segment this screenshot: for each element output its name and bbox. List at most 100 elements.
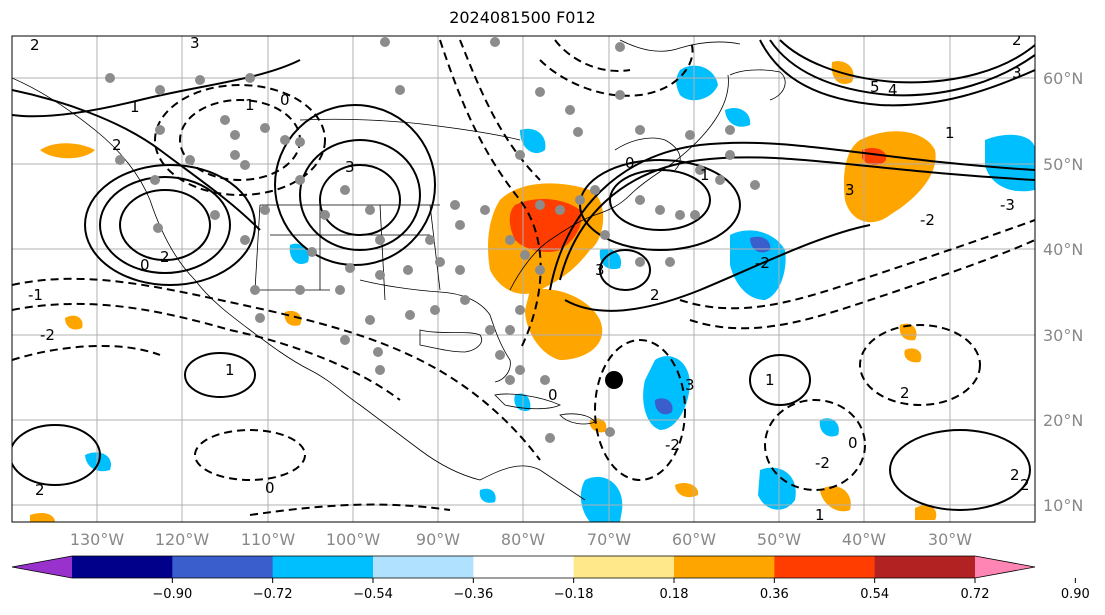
dashed-tropical-3 (859, 324, 981, 406)
colorbar-extend-high (975, 556, 1035, 578)
contour-north-2 (769, 39, 1035, 97)
contour-label-group: 2 3 1 2 0 1 2 3 -1 -2 0 1 2 3 0 1 2 -2 3… (28, 31, 1030, 522)
colorbar-tick-label: −0.90 (152, 587, 192, 602)
dashed-coast-2 (459, 39, 541, 181)
dashed-greenland-1 (539, 39, 694, 97)
dashed-greenland-2 (554, 39, 631, 72)
lat-label: 40°N (1043, 240, 1083, 259)
dashed-carib (194, 429, 306, 481)
cold-patch-6 (514, 393, 531, 412)
dashed-ne-2 (154, 84, 326, 196)
contour-west-low-2 (99, 176, 231, 274)
colorbar-tick-label: −0.18 (554, 587, 594, 602)
lon-label: 90°W (416, 530, 460, 549)
contour-label: -3 (1000, 196, 1015, 214)
lon-label: 30°W (928, 530, 972, 549)
contours-dashed (12, 39, 1035, 516)
contour-label: 3 (685, 376, 695, 394)
contour-small-4 (12, 424, 101, 486)
contour-label: 3 (345, 158, 355, 176)
coastlines (12, 39, 786, 501)
colorbar-segment (172, 556, 274, 578)
observation-dots (105, 37, 760, 443)
contour-north-3 (779, 39, 1035, 84)
longitude-labels: 130°W 120°W 110°W 100°W 90°W 80°W 70°W 6… (70, 530, 972, 549)
dashed-bottom (249, 503, 451, 516)
colorbar-segment (72, 556, 173, 578)
contour-label: 2 (900, 384, 910, 402)
warm-patch-4 (904, 348, 922, 363)
cold-patch-5 (725, 107, 751, 127)
cold-patch-8 (819, 418, 839, 437)
dashed-south-2 (12, 302, 401, 401)
contour-small-1 (184, 352, 256, 398)
contour-label: 1 (945, 124, 955, 142)
colorbar-segment (373, 556, 474, 578)
warm-patch-7 (915, 505, 937, 520)
warm-patch-3 (899, 323, 917, 341)
graticule (12, 36, 1035, 522)
lat-label: 50°N (1043, 155, 1083, 174)
dashed-south-3 (12, 344, 161, 361)
lon-label: 50°W (757, 530, 801, 549)
dashed-south-1 (12, 277, 541, 461)
contour-small-2 (749, 354, 811, 406)
colorbar-tick-label: 0.18 (660, 587, 689, 602)
lon-label: 60°W (672, 530, 716, 549)
contour-label: 0 (140, 256, 150, 274)
dashed-tropical-1 (594, 339, 686, 481)
colorbar-tick-label: 0.54 (860, 587, 889, 602)
colorbar-tick-label: −0.72 (253, 587, 293, 602)
contours (12, 39, 1035, 511)
colorbar-segment (473, 556, 575, 578)
warm-patch-1 (40, 143, 95, 159)
contour-atlantic-5 (564, 224, 871, 312)
contour-atlantic-3 (559, 156, 1035, 281)
contour-label: 3 (1012, 64, 1022, 82)
warm-patch-2 (65, 315, 83, 330)
map-area: 2 3 1 2 0 1 2 3 -1 -2 0 1 2 3 0 1 2 -2 3… (12, 31, 1035, 522)
contour-label: 1 (130, 98, 140, 116)
lon-label: 80°W (501, 530, 545, 549)
colorbar-extend-low (12, 556, 72, 578)
contour-atlantic-4 (549, 141, 1035, 291)
contour-label: -2 (40, 326, 55, 344)
contour-label: 2 (160, 248, 170, 266)
colorbar-segment (272, 556, 374, 578)
contour-label: 5 (870, 78, 880, 96)
contour-label: 0 (848, 434, 858, 452)
cold-anomaly-caribbean-core (654, 398, 673, 415)
contour-label: -1 (28, 286, 43, 304)
lon-label: 40°W (842, 530, 886, 549)
contour-label: 3 (595, 261, 605, 279)
contour-nw-2 (12, 59, 301, 118)
chart-title: 2024081500 F012 (449, 8, 596, 27)
contour-small-5 (599, 249, 651, 291)
contour-label: 2 (30, 36, 40, 54)
cold-patch-4 (599, 248, 622, 270)
contour-label: 2 (1012, 31, 1022, 49)
dashed-east-atl-2 (689, 239, 1035, 330)
colorbar-segment (874, 556, 976, 578)
contour-label: 1 (245, 96, 255, 114)
contour-label: 1 (765, 371, 775, 389)
contour-label: 0 (625, 154, 635, 172)
lon-label: 70°W (587, 530, 631, 549)
cold-patch-3 (520, 128, 546, 154)
cold-patch-7 (479, 488, 496, 503)
contour-central-2 (299, 139, 421, 251)
contour-label: -2 (665, 436, 680, 454)
colorbar-segment (573, 556, 675, 578)
contour-nw-1 (12, 89, 261, 231)
contour-label: 4 (888, 81, 898, 99)
lon-label: 110°W (241, 530, 296, 549)
warm-patch-9 (30, 512, 55, 522)
colorbar-segment (774, 556, 876, 578)
dashed-east-atl-1 (679, 219, 1035, 310)
contour-label: 3 (190, 34, 200, 52)
contour-label: 3 (845, 181, 855, 199)
latitude-labels: 60°N 50°N 40°N 30°N 20°N 10°N (1043, 69, 1083, 515)
contour-label: -2 (755, 254, 770, 272)
contour-label: 1 (700, 166, 710, 184)
cold-anomaly-right-south (758, 467, 796, 510)
